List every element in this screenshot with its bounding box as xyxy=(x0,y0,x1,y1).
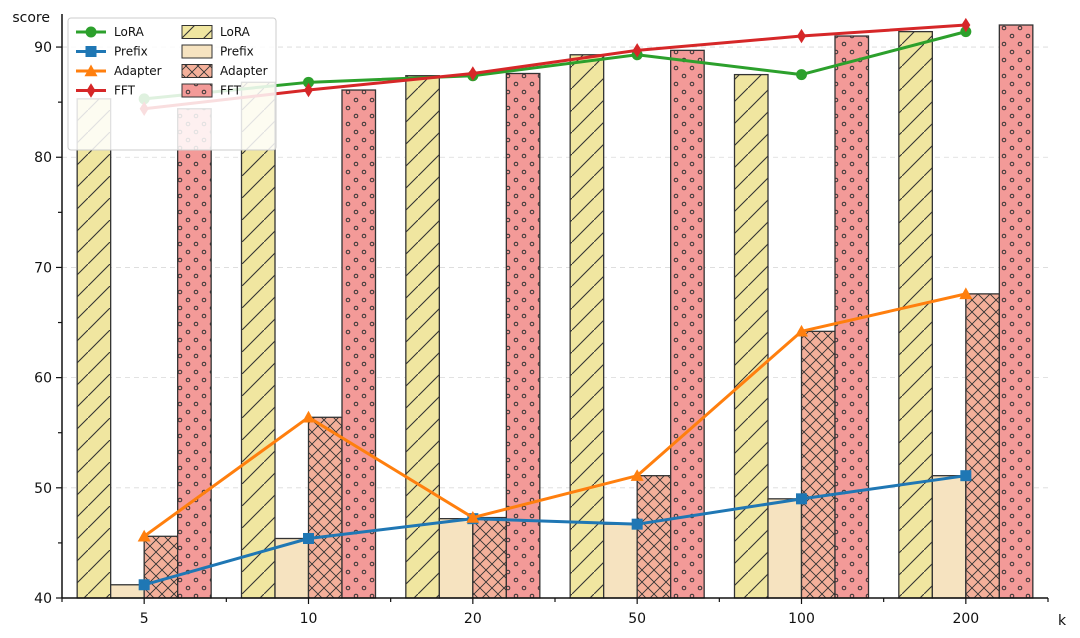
point-adapter-50 xyxy=(630,469,644,481)
y-tick-label: 40 xyxy=(34,591,52,607)
point-adapter-200 xyxy=(959,287,973,300)
bar-prefix-10 xyxy=(275,538,309,598)
legend-swatch-hatch-adapter xyxy=(182,64,212,78)
y-tick-label: 90 xyxy=(34,40,52,56)
bar-lora-5-hatch xyxy=(77,98,111,599)
legend-swatch-edge-adapter xyxy=(181,64,213,78)
x-tick-label: 100 xyxy=(788,611,815,627)
bar-prefix-200 xyxy=(932,475,966,598)
legend-label-line-prefix: Prefix xyxy=(114,45,148,59)
y-tick-label: 60 xyxy=(34,371,52,387)
point-lora-10 xyxy=(303,76,314,88)
line-prefix xyxy=(143,474,967,587)
bar-fft-5-hatch xyxy=(177,108,212,598)
point-prefix-200 xyxy=(960,470,972,482)
bar-prefix-50 xyxy=(603,524,638,598)
point-prefix-5 xyxy=(138,579,150,591)
bar-adapter-10-hatch xyxy=(308,417,342,598)
point-fft-10 xyxy=(304,82,313,98)
bar-prefix-20 xyxy=(439,518,473,598)
point-fft-20 xyxy=(468,66,478,81)
legend-swatch-hatch-fft xyxy=(182,84,212,97)
bar-fft-200-hatch xyxy=(999,25,1033,599)
legend-label-bar-lora: LoRA xyxy=(220,25,251,39)
line-fft xyxy=(143,23,966,111)
legend-swatch-hatch-lora xyxy=(182,25,212,39)
point-prefix-10 xyxy=(303,532,314,544)
y-tick-label: 70 xyxy=(34,260,52,276)
x-axis-label: k xyxy=(1058,613,1067,629)
legend-marker-prefix xyxy=(85,46,97,57)
y-axis-label: score xyxy=(12,10,50,26)
bar-adapter-50-hatch xyxy=(637,475,671,598)
axes: 40 50 60 70 80 90 5 10 20 50 100 200 xyxy=(34,14,1049,627)
legend-label-bar-prefix: Prefix xyxy=(220,45,254,59)
bar-fft-20-hatch xyxy=(506,73,540,598)
legend-swatch-edge-lora xyxy=(181,25,213,39)
bar-lora-20-hatch xyxy=(405,75,440,598)
point-prefix-50 xyxy=(631,518,643,530)
bar-lora-200-hatch xyxy=(898,31,933,598)
bar-lora-100-hatch xyxy=(734,74,768,599)
legend-label-line-fft: FFT xyxy=(114,84,136,98)
legend-label-bar-adapter: Adapter xyxy=(220,64,268,78)
point-fft-50 xyxy=(632,43,642,58)
x-tick-label: 50 xyxy=(628,611,646,627)
legend-marker-adapter xyxy=(84,64,98,77)
legend-label-line-adapter: Adapter xyxy=(114,64,162,78)
point-adapter-5 xyxy=(137,529,151,542)
point-lora-100 xyxy=(796,69,807,81)
bar-adapter-200-hatch xyxy=(965,293,1000,598)
bar-fft-50-hatch xyxy=(670,50,705,599)
point-adapter-100 xyxy=(795,324,808,337)
legend: LoRA Prefix Adapter FFT LoRA Prefix Adapter FFT xyxy=(67,17,277,151)
line-adapter xyxy=(143,292,967,538)
point-fft-100 xyxy=(797,28,806,44)
legend-marker-fft xyxy=(86,83,96,98)
bar-lora-50-hatch xyxy=(570,54,604,598)
point-adapter-20 xyxy=(466,511,480,523)
bar-fft-10-hatch xyxy=(342,90,376,599)
legend-swatch-prefix xyxy=(182,45,212,58)
x-tick-label: 5 xyxy=(140,611,149,627)
y-tick-label: 80 xyxy=(34,150,52,166)
legend-swatch-edge-prefix xyxy=(181,44,213,59)
x-tick-label: 20 xyxy=(464,611,482,627)
y-tick-label: 50 xyxy=(34,481,52,497)
legend-marker-lora xyxy=(85,26,97,38)
line-lora xyxy=(144,30,967,101)
bar-adapter-5-hatch xyxy=(144,536,178,598)
legend-label-line-lora: LoRA xyxy=(114,25,145,39)
bar-prefix-100 xyxy=(768,498,802,598)
legend-swatch-edge-fft xyxy=(181,83,213,98)
x-tick-label: 10 xyxy=(300,611,318,627)
bar-adapter-20-hatch xyxy=(472,517,507,598)
point-adapter-10 xyxy=(302,410,315,423)
point-prefix-100 xyxy=(796,493,807,505)
legend-box xyxy=(67,17,277,151)
x-tick-label: 200 xyxy=(952,611,979,627)
bar-adapter-100-hatch xyxy=(801,331,835,598)
bar-prefix-5 xyxy=(110,584,145,598)
bar-lora-10-hatch xyxy=(241,82,275,599)
point-fft-200 xyxy=(961,17,971,33)
legend-label-bar-fft: FFT xyxy=(220,84,242,98)
